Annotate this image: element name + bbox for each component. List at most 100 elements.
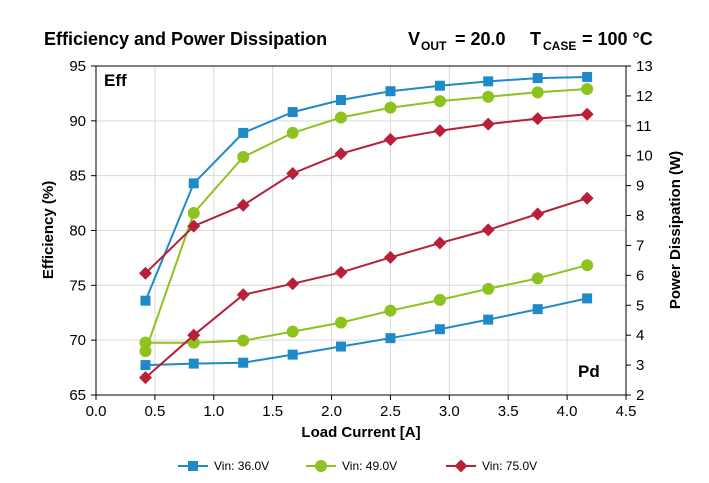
x-axis-ticks: 0.0 0.5 1.0 1.5 2.0 2.5 3.0 3.5 4.0 4.5	[86, 395, 637, 420]
x-tick-label-3: 1.5	[262, 403, 283, 420]
legend-label-1: Vin: 49.0V	[342, 459, 397, 473]
series-0-power-point-6	[434, 324, 445, 335]
series-1-power-point-3	[286, 325, 299, 338]
x-tick-label-8: 4.0	[557, 403, 578, 420]
title-vout-subscript: OUT	[421, 39, 447, 53]
title-tcase-value: = 100 °C	[582, 29, 653, 49]
x-tick-label-6: 3.0	[439, 403, 460, 420]
series-1-power-line	[145, 264, 588, 344]
series-1-power-point-5	[384, 304, 397, 317]
series-0-power-point-8	[532, 304, 543, 315]
series-0	[140, 71, 593, 371]
series-0-efficiency-point-9	[582, 71, 593, 82]
series-0-efficiency-line	[144, 76, 588, 302]
y-right-tick-label-3: 5	[636, 297, 644, 314]
series-2-power-point-4	[334, 265, 348, 279]
series-1-power-point-1	[187, 336, 200, 349]
x-tick-label-4: 2.0	[321, 403, 342, 420]
x-tick-label-0: 0.0	[86, 403, 107, 420]
x-tick-label-5: 2.5	[380, 403, 401, 420]
y-left-tick-label-6: 95	[69, 58, 86, 75]
series-1-efficiency-point-8	[531, 86, 544, 99]
series-1-efficiency-point-3	[286, 126, 299, 139]
series-0-power-point-1	[188, 358, 199, 369]
series-2-power-point-8	[531, 207, 545, 221]
title-vout-label: V	[408, 29, 420, 49]
series-0-power-point-5	[385, 333, 396, 344]
series-0-efficiency-point-0	[140, 295, 151, 306]
title-tcase-subscript: CASE	[543, 39, 576, 53]
y-right-tick-label-11: 13	[636, 58, 653, 75]
y-right-tick-label-5: 7	[636, 237, 644, 254]
series-1-power-point-6	[433, 293, 446, 306]
series-2-efficiency-point-8	[531, 112, 545, 126]
y-right-axis-label: Power Dissipation (W)	[667, 151, 684, 309]
series-1-efficiency-point-2	[237, 151, 250, 164]
series-2-power-point-7	[481, 223, 495, 237]
series-0-power-point-2	[238, 357, 249, 368]
series-2-efficiency-point-6	[433, 124, 447, 138]
y-right-tick-label-8: 10	[636, 148, 653, 165]
annotation-eff: Eff	[104, 71, 127, 90]
chart-title: Efficiency and Power Dissipation V OUT =…	[44, 29, 653, 53]
series-2-efficiency-point-3	[286, 166, 300, 180]
series-0-efficiency-point-1	[188, 178, 199, 189]
legend: Vin: 36.0V Vin: 49.0V Vin: 75.0V	[178, 459, 537, 473]
series-0-efficiency-point-3	[287, 107, 298, 118]
series-1-power-point-9	[581, 259, 594, 272]
series-2-power-point-5	[383, 250, 397, 264]
series-1-efficiency-line	[144, 88, 588, 352]
series-2-efficiency-line	[144, 113, 588, 275]
y-right-tick-label-0: 2	[636, 387, 644, 404]
title-tcase-label: T	[530, 29, 541, 49]
series-0-power-point-0	[140, 360, 151, 371]
y-right-tick-label-2: 4	[636, 327, 644, 344]
x-axis-label: Load Current [A]	[301, 424, 420, 441]
y-left-tick-label-5: 90	[69, 113, 86, 130]
series-2	[138, 107, 594, 385]
x-tick-label-7: 3.5	[498, 403, 519, 420]
series-1-efficiency-point-7	[482, 90, 495, 103]
series-1-power-point-2	[237, 334, 250, 347]
y-right-axis-ticks: 2 3 4 5 6 7 8 9 10 11 12 13	[626, 58, 653, 404]
y-left-tick-label-1: 70	[69, 332, 86, 349]
y-left-tick-label-2: 75	[69, 277, 86, 294]
legend-label-0: Vin: 36.0V	[214, 459, 269, 473]
series-2-power-point-2	[236, 288, 250, 302]
series-0-efficiency-point-2	[238, 127, 249, 138]
y-left-axis-ticks: 65 70 75 80 85 90 95	[69, 58, 96, 404]
series-1-efficiency-point-5	[384, 101, 397, 114]
series-0-efficiency-point-7	[483, 76, 494, 87]
series-2-power-point-6	[433, 236, 447, 250]
y-right-tick-label-4: 6	[636, 267, 644, 284]
series-2-efficiency-point-5	[383, 132, 397, 146]
series-0-power-point-4	[335, 341, 346, 352]
series-2-power-point-1	[187, 328, 201, 342]
legend-marker-1	[315, 460, 327, 472]
series-0-power-point-9	[582, 293, 593, 304]
y-left-tick-label-3: 80	[69, 223, 86, 240]
series-1-power-point-0	[139, 336, 152, 349]
title-main: Efficiency and Power Dissipation	[44, 29, 327, 49]
series-0-power-point-3	[287, 349, 298, 360]
series-1	[139, 83, 594, 358]
series-1-efficiency-point-0	[139, 345, 152, 358]
series-2-efficiency-point-7	[481, 117, 495, 131]
series-2-efficiency-point-0	[138, 266, 152, 280]
y-right-tick-label-7: 9	[636, 178, 644, 195]
x-tick-label-9: 4.5	[616, 403, 637, 420]
y-right-tick-label-1: 3	[636, 357, 644, 374]
series-2-power-line	[144, 197, 588, 379]
grid-lines	[95, 65, 627, 396]
y-left-axis-label: Efficiency (%)	[40, 181, 57, 279]
series-0-efficiency-point-6	[434, 80, 445, 91]
series-1-efficiency-point-4	[334, 111, 347, 124]
legend-marker-0	[188, 461, 198, 471]
series-1-power-point-8	[531, 272, 544, 285]
legend-label-2: Vin: 75.0V	[482, 459, 537, 473]
series-2-power-point-3	[286, 277, 300, 291]
series-1-efficiency-point-6	[433, 95, 446, 108]
